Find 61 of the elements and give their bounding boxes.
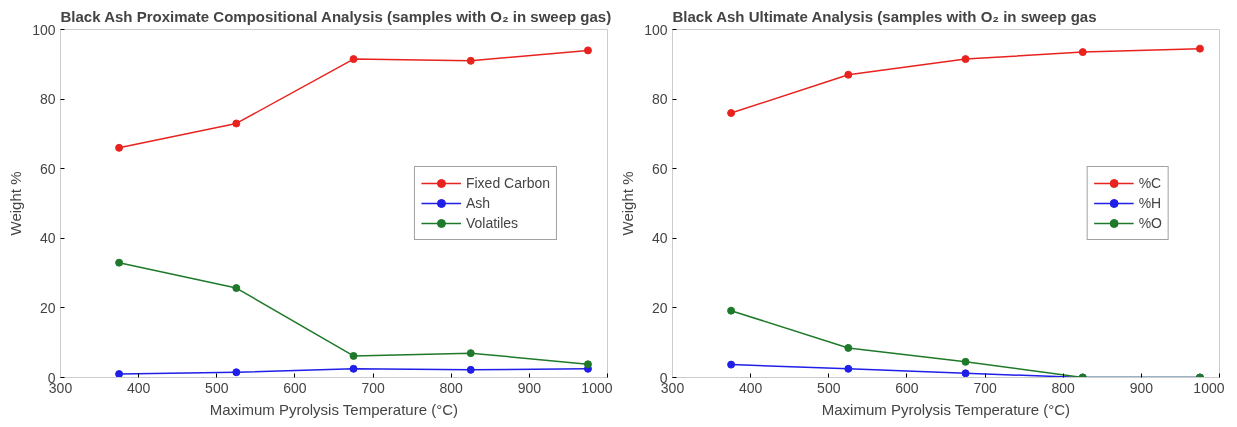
legend-label: %C — [1138, 175, 1162, 191]
y-tick-label: 100 — [644, 21, 668, 38]
point — [349, 364, 358, 373]
x-tick-label: 1000 — [1193, 379, 1225, 396]
point — [844, 70, 853, 79]
x-tick-label: 900 — [517, 379, 542, 396]
y-tick-label: 40 — [39, 230, 56, 247]
chart-title: Black Ash Ultimate Analysis (samples with O₂ in sweep gas — [672, 7, 1097, 25]
point — [961, 369, 970, 378]
legend-label: %H — [1138, 195, 1162, 211]
point — [115, 143, 124, 152]
x-tick-label: 800 — [1051, 379, 1076, 396]
y-axis-title: Weight % — [619, 171, 637, 236]
point — [961, 357, 970, 366]
y-tick-label: 40 — [651, 230, 668, 247]
x-tick-label: 700 — [361, 379, 385, 396]
legend-label: Fixed Carbon — [465, 175, 550, 191]
point — [466, 365, 475, 374]
x-tick-label: 700 — [973, 379, 997, 396]
x-tick-label: 500 — [205, 379, 229, 396]
point — [727, 109, 736, 118]
point — [232, 119, 241, 128]
x-tick-label: 1000 — [581, 379, 613, 396]
point — [1078, 48, 1087, 57]
point — [727, 360, 736, 369]
x-tick-label: 900 — [1129, 379, 1154, 396]
point — [349, 55, 358, 64]
x-tick-label: 600 — [895, 379, 919, 396]
y-tick-label: 20 — [39, 299, 56, 316]
point — [349, 351, 358, 360]
legend-label: Volatiles — [465, 215, 519, 231]
y-tick-label: 80 — [651, 91, 668, 108]
point — [115, 370, 124, 378]
point — [844, 343, 853, 352]
x-tick-label: 400 — [738, 379, 763, 396]
point — [466, 56, 475, 65]
y-tick-label: 20 — [651, 299, 668, 316]
y-tick-label: 60 — [651, 160, 668, 177]
y-axis-title: Weight % — [7, 171, 25, 236]
point — [961, 55, 970, 64]
chart-title: Black Ash Proximate Compositional Analysis (samples with O₂ in sweep gas) — [60, 7, 612, 25]
y-tick-label: 80 — [39, 91, 56, 108]
y-tick-label: 60 — [39, 160, 56, 177]
point — [232, 368, 241, 377]
point — [844, 364, 853, 373]
point — [115, 258, 124, 267]
x-tick-label: 400 — [126, 379, 151, 396]
point — [466, 349, 475, 358]
x-tick-label: 500 — [817, 379, 841, 396]
point — [583, 46, 592, 55]
point — [583, 360, 592, 369]
point — [727, 306, 736, 315]
y-tick-label: 100 — [32, 21, 56, 38]
legend-label: Ash — [465, 195, 491, 211]
point — [1195, 44, 1204, 53]
x-axis-title: Maximum Pyrolysis Temperature (°C) — [821, 400, 1071, 418]
x-tick-label: 800 — [439, 379, 464, 396]
x-tick-label: 600 — [283, 379, 307, 396]
point — [232, 284, 241, 293]
legend-label: %O — [1138, 215, 1162, 231]
x-axis-title: Maximum Pyrolysis Temperature (°C) — [209, 400, 459, 418]
